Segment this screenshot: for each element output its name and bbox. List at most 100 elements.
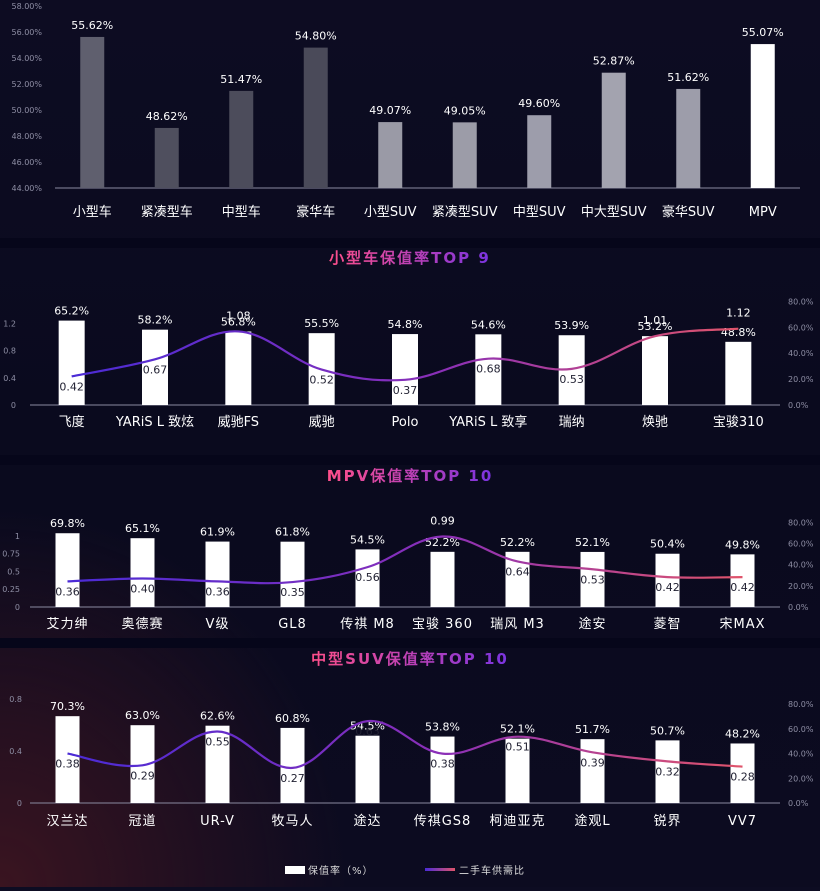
line-point [591, 751, 593, 753]
line-point [291, 581, 293, 583]
left-tick-label: 0 [15, 603, 20, 612]
category-label: 瑞纳 [559, 415, 585, 430]
left-tick-label: 0 [17, 799, 22, 808]
right-tick-label: 40.0% [788, 349, 814, 358]
category-label: 豪华车 [296, 204, 335, 220]
line-point [666, 760, 668, 762]
category-label: 紧凑型SUV [432, 205, 498, 220]
category-label: V级 [206, 617, 230, 632]
bar-value-label: 54.80% [295, 30, 337, 43]
y-tick-label: 56.00% [11, 28, 42, 37]
bar [142, 329, 168, 405]
line-value-label: 0.32 [655, 765, 680, 778]
legend-bar-label: 保值率（%） [308, 866, 374, 877]
bar [430, 551, 455, 607]
category-label: 宝骏310 [713, 415, 764, 430]
line-value-label: 0.40 [130, 583, 155, 596]
bar-value-label: 53.2% [638, 320, 673, 333]
line-point [591, 568, 593, 570]
y-tick-label: 52.00% [11, 80, 42, 89]
bar [58, 320, 85, 405]
bar [225, 331, 252, 405]
bar [725, 341, 752, 405]
bar-value-label: 48.2% [725, 727, 760, 740]
bar-value-label: 58.2% [138, 314, 173, 327]
bar [655, 553, 680, 607]
left-tick-label: 0.5 [7, 567, 20, 576]
bar [580, 739, 605, 803]
bar-value-label: 49.07% [369, 104, 411, 117]
bar [392, 334, 418, 405]
line-point [141, 577, 143, 579]
bar-value-label: 63.0% [125, 709, 160, 722]
line-point [216, 580, 218, 582]
line-point [216, 730, 218, 732]
line-point [441, 535, 443, 537]
bar [355, 549, 380, 607]
line-point [366, 566, 368, 568]
bar [55, 533, 80, 607]
line-value-label: 1.12 [726, 307, 751, 320]
line-value-label: 0.68 [476, 363, 501, 376]
line-value-label: 0.55 [205, 736, 230, 749]
bar-value-label: 53.9% [554, 319, 589, 332]
bar-value-label: 51.62% [667, 71, 709, 84]
category-label: 柯迪亚克 [489, 814, 545, 829]
right-tick-label: 0.0% [788, 401, 809, 410]
bar-value-label: 65.2% [54, 305, 89, 318]
line-point [237, 330, 239, 332]
right-tick-label: 60.0% [788, 540, 814, 549]
category-label: 中型车 [222, 204, 261, 220]
right-tick-label: 20.0% [788, 375, 814, 384]
line-value-label: 0.35 [280, 586, 305, 599]
bar-value-label: 60.8% [275, 712, 310, 725]
bar [505, 738, 530, 803]
y-tick-label: 58.00% [11, 2, 42, 11]
bar [355, 735, 380, 803]
category-label: 中型SUV [513, 205, 566, 220]
line-value-label: 0.27 [280, 772, 305, 785]
category-label: 小型车 [73, 204, 112, 220]
series-line [71, 327, 739, 382]
category-label: 宝骏 360 [412, 617, 473, 632]
bar-value-label: 61.8% [275, 526, 310, 539]
right-tick-label: 40.0% [788, 750, 814, 759]
line-point [154, 358, 156, 360]
bar-value-label: 55.07% [742, 26, 784, 39]
bar [580, 551, 605, 607]
category-label: 奥德赛 [121, 616, 163, 632]
bar [55, 716, 80, 803]
line-point [654, 335, 656, 337]
line-point [741, 765, 743, 767]
right-tick-label: 80.0% [788, 700, 814, 709]
bar-value-label: 52.87% [593, 55, 635, 68]
bar [430, 736, 455, 803]
line-point [66, 752, 68, 754]
line-point [291, 767, 293, 769]
category-label: 菱智 [653, 617, 681, 632]
line-value-label: 0.99 [430, 515, 455, 528]
bar [642, 336, 668, 405]
right-tick-label: 80.0% [788, 297, 814, 306]
bar [378, 122, 403, 188]
category-label: MPV [749, 205, 777, 220]
line-point [141, 764, 143, 766]
category-label: 牧马人 [271, 814, 313, 829]
line-point [320, 368, 322, 370]
right-tick-label: 20.0% [788, 582, 814, 591]
bar-value-label: 49.60% [518, 97, 560, 110]
bar [601, 72, 626, 188]
legend-item-bar: 保值率（%） [285, 862, 374, 877]
left-tick-label: 1.2 [3, 319, 16, 328]
bar-value-label: 49.8% [725, 538, 760, 551]
bar-value-label: 50.4% [650, 538, 685, 551]
bar [475, 334, 502, 405]
right-tick-label: 80.0% [788, 518, 814, 527]
category-label: 冠道 [128, 814, 156, 829]
bar [655, 740, 680, 803]
y-tick-label: 50.00% [11, 106, 42, 115]
bar-value-label: 61.9% [200, 526, 235, 539]
category-label: 紧凑型车 [141, 204, 193, 220]
bar [527, 115, 552, 188]
bar-value-label: 55.62% [71, 19, 113, 32]
